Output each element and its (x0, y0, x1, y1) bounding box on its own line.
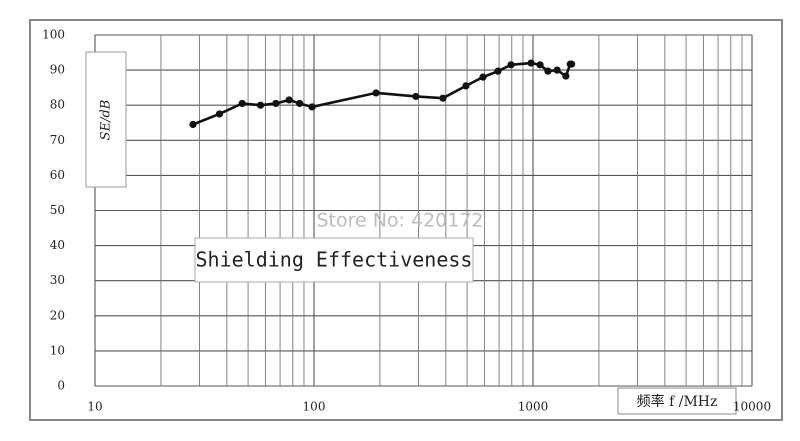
y-tick-label: 30 (50, 273, 65, 287)
y-tick-label: 80 (50, 98, 65, 112)
x-tick-label: 10000 (733, 400, 771, 414)
data-point (462, 82, 470, 90)
x-tick-label: 1000 (518, 400, 549, 414)
y-tick-label: 70 (50, 133, 65, 147)
y-tick-label: 60 (50, 168, 65, 182)
data-point (544, 67, 552, 75)
data-point (439, 94, 447, 102)
data-point (308, 103, 316, 111)
data-point (536, 61, 544, 69)
y-tick-label: 10 (50, 343, 65, 357)
y-tick-label: 40 (50, 238, 65, 252)
data-point (412, 92, 420, 101)
data-point (553, 66, 561, 74)
y-tick-label: 20 (50, 308, 65, 322)
data-point (494, 67, 502, 75)
data-point (507, 61, 515, 69)
y-axis-label: SE/dB (99, 100, 114, 141)
y-tick-label: 90 (50, 63, 65, 77)
data-point (562, 72, 570, 80)
data-point (527, 59, 535, 67)
ylabel-box (85, 51, 127, 188)
xlabel-box (617, 387, 737, 415)
data-point (272, 99, 280, 108)
data-line (192, 61, 572, 126)
x-tick-label: 10 (87, 400, 102, 414)
data-point (256, 101, 265, 109)
x-tick-label: 100 (303, 400, 326, 414)
watermark: Store No: 420172 (316, 210, 483, 232)
data-point (285, 96, 293, 104)
y-tick-label: 50 (50, 203, 65, 217)
data-point (296, 99, 304, 108)
data-point (215, 110, 224, 118)
data-point (238, 99, 246, 108)
data-point (567, 60, 576, 68)
data-point (189, 120, 197, 129)
x-axis-label: 频率 f /MHz (637, 393, 718, 410)
y-tick-label: 100 (42, 28, 65, 42)
data-point (479, 73, 487, 81)
title-box (194, 237, 474, 283)
y-tick-label: 0 (57, 379, 65, 393)
data-point (372, 89, 380, 97)
chart-title: Shielding Effectiveness (196, 248, 473, 272)
frame (29, 19, 783, 421)
